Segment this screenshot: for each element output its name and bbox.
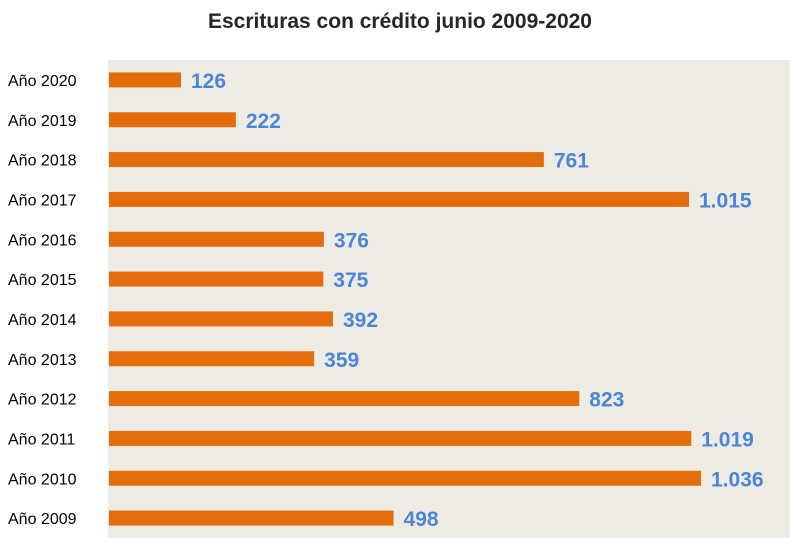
bar — [109, 231, 324, 247]
bar — [109, 351, 315, 367]
plot-area — [108, 60, 790, 538]
data-label: 392 — [343, 309, 378, 332]
data-label: 126 — [191, 70, 226, 93]
data-label: 761 — [554, 150, 589, 173]
bar — [109, 470, 701, 486]
bar — [109, 72, 181, 88]
data-label: 375 — [333, 269, 368, 292]
bar — [109, 191, 689, 207]
data-label: 1.015 — [699, 189, 752, 212]
bar — [109, 430, 692, 446]
bar — [109, 271, 324, 287]
data-label: 376 — [334, 229, 369, 252]
data-label: 222 — [246, 110, 281, 133]
category-label: Año 2016 — [8, 232, 77, 249]
data-label: 1.019 — [701, 428, 754, 451]
category-label: Año 2019 — [8, 113, 77, 130]
category-label: Año 2009 — [8, 511, 77, 528]
data-label: 498 — [404, 508, 439, 531]
category-label: Año 2010 — [8, 471, 77, 488]
bar — [109, 510, 394, 526]
data-label: 823 — [589, 389, 624, 412]
category-label: Año 2014 — [8, 312, 77, 329]
data-label: 359 — [324, 349, 359, 372]
category-label: Año 2017 — [8, 192, 77, 209]
category-label: Año 2015 — [8, 272, 77, 289]
bar — [109, 112, 236, 128]
category-label: Año 2013 — [8, 352, 77, 369]
bar — [109, 152, 544, 168]
category-label: Año 2011 — [8, 431, 75, 448]
category-label: Año 2020 — [8, 73, 77, 90]
bar — [109, 391, 580, 407]
data-label: 1.036 — [711, 468, 764, 491]
category-label: Año 2012 — [8, 392, 77, 409]
chart-title: Escrituras con crédito junio 2009-2020 — [208, 10, 592, 33]
bar — [109, 311, 333, 327]
category-label: Año 2018 — [8, 153, 77, 170]
